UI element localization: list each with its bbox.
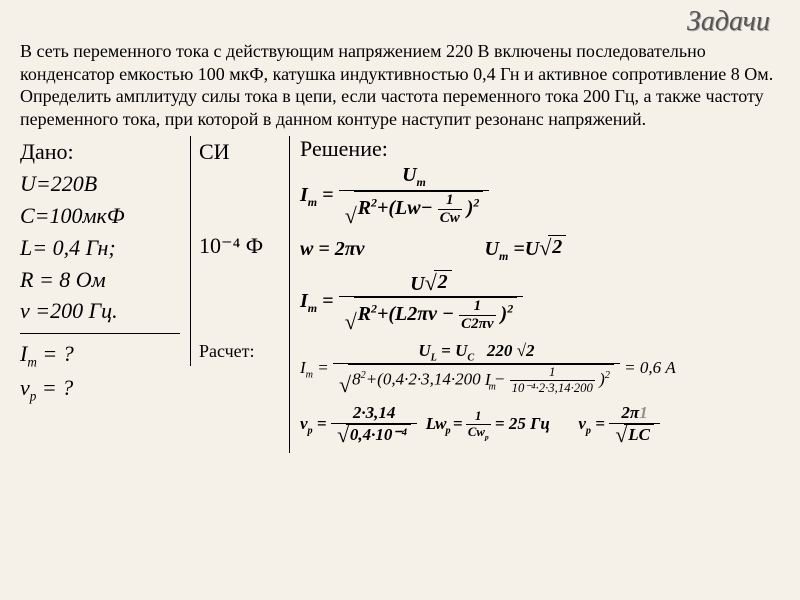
given-C: C=100мкФ bbox=[20, 200, 190, 232]
given-divider bbox=[20, 333, 180, 334]
page-title: Задачи bbox=[687, 6, 770, 38]
given-L: L= 0,4 Гн; bbox=[20, 232, 190, 264]
calc-result: = 0,6 А bbox=[624, 358, 676, 377]
si-C: 10⁻⁴ Ф bbox=[199, 230, 289, 262]
eq-Im-general: Im = Um √ R2+(Lw− 1Cw )2 bbox=[300, 164, 780, 229]
solution-title: Решение: bbox=[300, 136, 780, 162]
columns: Дано: U=220В C=100мкФ L= 0,4 Гн; R = 8 О… bbox=[20, 136, 780, 453]
find-nup-q: = ? bbox=[36, 375, 73, 400]
eq-Im-numeric: Im = UL = UC 220 √2 √ 82+(0,4·2·3,14·200… bbox=[300, 341, 780, 397]
si-raschet: Расчет: bbox=[199, 338, 289, 364]
eq-Im-expanded: Im = U√2 √ R2+(L2πν − 1C2πν )2 bbox=[300, 270, 780, 335]
nup-result: = 25 Гц bbox=[495, 414, 550, 433]
problem-text: В сеть переменного тока с действующим на… bbox=[20, 40, 780, 130]
find-Im: Im = ? bbox=[20, 338, 190, 372]
find-Im-q: = ? bbox=[37, 341, 74, 366]
eq-w: w = 2πν bbox=[300, 238, 365, 260]
find-Im-sub: m bbox=[27, 355, 37, 370]
si-block: СИ 10⁻⁴ Ф Расчет: bbox=[190, 136, 289, 366]
given-title: Дано: bbox=[20, 136, 190, 168]
find-nup: νр = ? bbox=[20, 372, 190, 406]
eq-Um: Um =U√2 bbox=[485, 238, 567, 260]
given-U: U=220В bbox=[20, 168, 190, 200]
find-nup-sym: ν bbox=[20, 375, 30, 400]
eq-w-Um: w = 2πν Um =U√2 bbox=[300, 235, 780, 264]
given-nu: ν =200 Гц. bbox=[20, 295, 190, 327]
solution-block: Решение: Im = Um √ R2+(Lw− 1Cw )2 bbox=[289, 136, 780, 453]
eq-resonance: νр = 2·3,14 √0,4·10⁻⁴ Lwр = 1Cwр = 25 Гц… bbox=[300, 403, 780, 447]
si-title: СИ bbox=[199, 136, 289, 168]
given-R: R = 8 Ом bbox=[20, 264, 190, 296]
given-block: Дано: U=220В C=100мкФ L= 0,4 Гн; R = 8 О… bbox=[20, 136, 190, 405]
